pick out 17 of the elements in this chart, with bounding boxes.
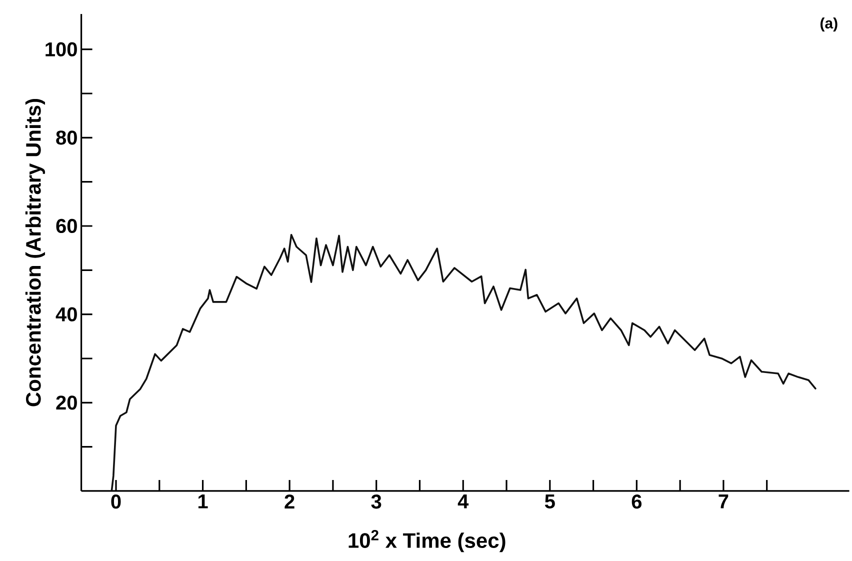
y-tick-label: 100 (46, 42, 77, 56)
y-tick-label: 80 (56, 130, 77, 145)
x-tick-label: 5 (544, 494, 555, 508)
x-axis-title: 10$^{2}$ x Time (sec) (348, 530, 506, 552)
x-tick-label: 0 (111, 494, 121, 509)
annotation: (a) (820, 18, 838, 32)
y-tick-label: 20 (56, 396, 77, 410)
x-tick-label: 3 (371, 494, 382, 509)
x-tick-label: 6 (632, 494, 642, 509)
x-tick-label: 1 (198, 494, 208, 508)
y-axis-title: Concentration (Arbitrary Units) (25, 98, 46, 406)
x-tick-label: 2 (284, 494, 294, 508)
y-tick-label: 60 (56, 218, 77, 234)
x-tick-label: 7 (718, 494, 728, 508)
x-tick-label: 4 (458, 494, 469, 508)
y-tick-label: 40 (56, 307, 77, 322)
line-series (110, 234, 816, 491)
